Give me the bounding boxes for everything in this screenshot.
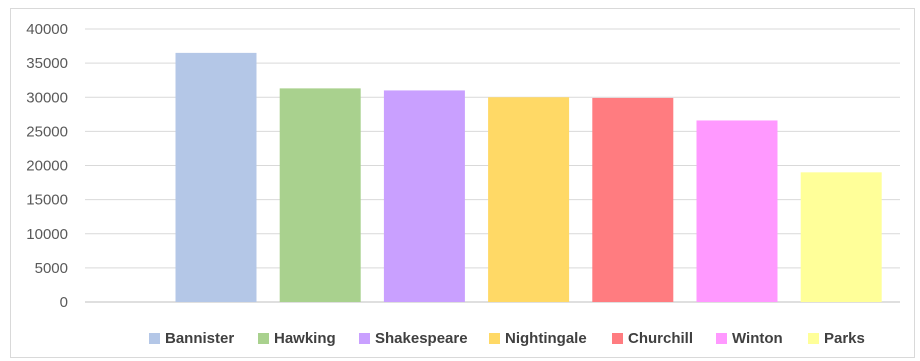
y-tick-label-25000: 25000 <box>26 123 68 140</box>
y-tick-label-0: 0 <box>60 294 68 311</box>
legend-swatch-parks <box>808 333 819 344</box>
y-tick-label-10000: 10000 <box>26 226 68 243</box>
legend-label-hawking: Hawking <box>274 330 336 347</box>
legend-label-winton: Winton <box>732 330 783 347</box>
legend-label-churchill: Churchill <box>628 330 693 347</box>
legend-label-nightingale: Nightingale <box>505 330 587 347</box>
legend-label-bannister: Bannister <box>165 330 234 347</box>
legend-label-shakespeare: Shakespeare <box>375 330 468 347</box>
bar-nightingale <box>488 97 570 302</box>
y-tick-label-30000: 30000 <box>26 89 68 106</box>
bar-churchill <box>592 97 674 303</box>
bar-parks <box>800 172 882 302</box>
bar-hawking <box>279 88 361 302</box>
legend-label-parks: Parks <box>824 330 865 347</box>
legend-swatch-shakespeare <box>359 333 370 344</box>
legend-swatch-winton <box>716 333 727 344</box>
y-tick-label-5000: 5000 <box>35 260 68 277</box>
y-tick-label-20000: 20000 <box>26 158 68 175</box>
bar-winton <box>696 120 778 302</box>
legend-swatch-bannister <box>149 333 160 344</box>
legend-swatch-hawking <box>258 333 269 344</box>
y-tick-label-35000: 35000 <box>26 55 68 72</box>
bar-shakespeare <box>383 90 465 302</box>
y-tick-label-15000: 15000 <box>26 192 68 209</box>
legend-swatch-nightingale <box>489 333 500 344</box>
legend-swatch-churchill <box>612 333 623 344</box>
bar-bannister <box>175 52 257 303</box>
y-tick-label-40000: 40000 <box>26 21 68 38</box>
